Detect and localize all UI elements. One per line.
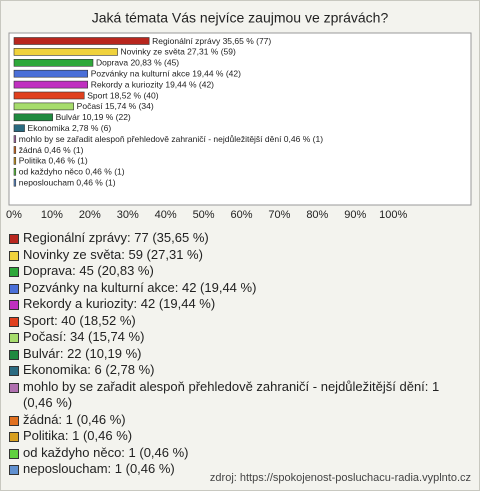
bar-label: Politika 0,46 % (1): [19, 156, 88, 166]
bar-label: mohlo by se zařadit alespoň přehledově z…: [19, 134, 323, 144]
source: zdroj: https://spokojenost-posluchacu-ra…: [209, 472, 471, 484]
bar: [13, 124, 25, 132]
legend-swatch: [9, 382, 19, 393]
legend-item: Pozvánky na kulturní akce: 42 (19,44 %): [9, 280, 471, 297]
legend-swatch: [9, 316, 19, 327]
legend-swatch: [9, 366, 19, 376]
legend-item: Bulvár: 22 (10,19 %): [9, 346, 471, 363]
bar: [13, 113, 53, 122]
legend-item: Regionální zprávy: 77 (35,65 %): [9, 230, 471, 247]
legend-item: Novinky ze světa: 59 (27,31 %): [9, 247, 471, 264]
legend-swatch: [9, 448, 19, 459]
x-tick-label: 60%: [230, 209, 252, 221]
legend-item: neposloucham: 1 (0,46 %): [9, 461, 471, 478]
bar: [13, 178, 17, 187]
bar-label: neposloucham 0,46 % (1): [19, 177, 116, 187]
legend-item: Rekordy a kuriozity: 42 (19,44 %): [9, 296, 471, 313]
legend-item: Politika: 1 (0,46 %): [9, 428, 471, 445]
bar-label: Bulvár 10,19 % (22): [56, 112, 131, 122]
bar-label: Pozvánky na kulturní akce 19,44 % (42): [91, 68, 241, 78]
bar: [13, 91, 85, 100]
legend-item: Sport: 40 (18,52 %): [9, 313, 471, 330]
bar-label: od každyho něco 0,46 % (1): [19, 167, 125, 177]
legend-item: mohlo by se zařadit alespoň přehledově z…: [9, 379, 471, 412]
legend-label: neposloucham: 1 (0,46 %): [23, 461, 175, 476]
chart-title: Jaká témata Vás nejvíce zaujmou ve zpráv…: [92, 10, 389, 26]
legend-label: od každyho něco: 1 (0,46 %): [23, 444, 189, 460]
bar: [13, 135, 17, 143]
legend-swatch: [9, 234, 19, 244]
legend-label: Novinky ze světa: 59 (27,31 %): [23, 246, 203, 262]
x-tick-label: 0%: [6, 209, 22, 221]
chart: Jaká témata Vás nejvíce zaujmou ve zpráv…: [6, 10, 472, 221]
x-tick-label: 80%: [306, 209, 328, 221]
bar: [13, 48, 118, 56]
bar: [13, 168, 17, 176]
bar: [13, 146, 17, 154]
x-tick-label: 20%: [79, 209, 101, 221]
legend-label: Sport: 40 (18,52 %): [23, 312, 136, 328]
legend-item: Doprava: 45 (20,83 %): [9, 263, 471, 280]
legend-swatch: [9, 432, 19, 442]
legend-swatch: [9, 465, 19, 475]
legend-item: Počasí: 34 (15,74 %): [9, 329, 471, 346]
legend-label: Pozvánky na kulturní akce: 42 (19,44 %): [23, 279, 257, 295]
x-tick-label: 100%: [379, 209, 407, 221]
bar-label: Sport 18,52 % (40): [87, 90, 159, 100]
legend-label: Politika: 1 (0,46 %): [23, 428, 133, 443]
bar: [13, 37, 150, 45]
legend-swatch: [9, 415, 19, 426]
x-tick-label: 70%: [268, 209, 290, 221]
bar-label: žádná 0,46 % (1): [19, 145, 84, 155]
x-tick-label: 30%: [117, 209, 139, 221]
bar: [13, 69, 89, 78]
legend-item: od každyho něco: 1 (0,46 %): [9, 445, 471, 462]
legend-item: Ekonomika: 6 (2,78 %): [9, 362, 471, 379]
x-tick-label: 50%: [193, 209, 215, 221]
bar-label: Rekordy a kuriozity 19,44 % (42): [91, 79, 214, 89]
bar: [13, 102, 74, 111]
legend-label: Ekonomika: 6 (2,78 %): [23, 362, 155, 377]
legend-label: Bulvár: 22 (10,19 %): [23, 345, 142, 361]
legend-swatch: [9, 300, 19, 310]
bar: [13, 157, 17, 165]
legend-swatch: [9, 267, 19, 277]
bar-label: Doprava 20,83 % (45): [96, 58, 179, 68]
legend-label: Rekordy a kuriozity: 42 (19,44 %): [23, 296, 216, 311]
bar: [13, 58, 94, 67]
x-tick-label: 90%: [344, 209, 366, 221]
legend-label: žádná: 1 (0,46 %): [23, 411, 126, 427]
x-tick-label: 40%: [155, 209, 177, 221]
bar-label: Ekonomika 2,78 % (6): [28, 123, 112, 133]
bar-label: Počasí 15,74 % (34): [77, 101, 154, 111]
x-tick-label: 10%: [41, 209, 63, 221]
legend-item: žádná: 1 (0,46 %): [9, 412, 471, 429]
legend: Regionální zprávy: 77 (35,65 %) Novinky z…: [9, 230, 471, 478]
legend-label: Počasí: 34 (15,74 %): [23, 329, 145, 344]
legend-label: Regionální zprávy: 77 (35,65 %): [23, 230, 209, 245]
legend-label: Doprava: 45 (20,83 %): [23, 263, 154, 278]
legend-label: mohlo by se zařadit alespoň přehledově z…: [23, 378, 440, 411]
bar-label: Novinky ze světa 27,31 % (59): [121, 47, 236, 57]
legend-swatch: [9, 250, 19, 261]
bar: [13, 80, 89, 89]
legend-swatch: [9, 349, 19, 360]
legend-swatch: [9, 283, 19, 294]
legend-swatch: [9, 333, 19, 343]
bar-label: Regionální zprávy 35,65 % (77): [152, 36, 271, 46]
